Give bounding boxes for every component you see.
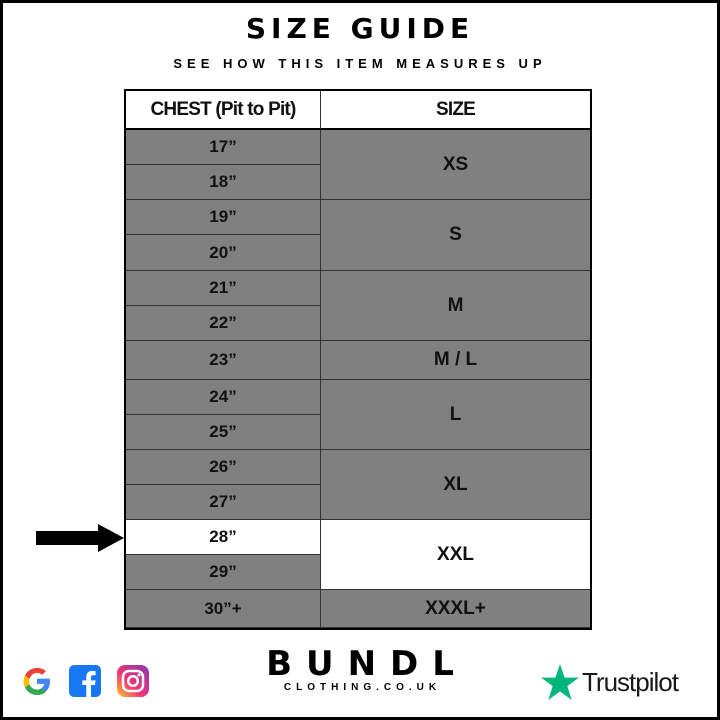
chest-cell: 18” xyxy=(126,165,321,200)
chest-cell: 17” xyxy=(126,130,321,165)
google-icon[interactable] xyxy=(20,664,54,698)
page-subtitle: SEE HOW THIS ITEM MEASURES UP xyxy=(173,56,547,71)
facebook-icon[interactable] xyxy=(68,664,102,698)
size-cell: XL xyxy=(321,450,590,520)
page-title: SIZE GUIDE xyxy=(245,12,475,45)
chest-cell: 21” xyxy=(126,271,321,306)
trustpilot-text: Trustpilot xyxy=(582,666,679,697)
chest-cell: 30”+ xyxy=(126,590,321,628)
brand-logo: BUNDL CLOTHING.CO.UK xyxy=(250,646,470,693)
size-cell: XXXL+ xyxy=(321,590,590,628)
arrow-right-icon xyxy=(36,524,124,552)
size-cell: XS xyxy=(321,130,590,200)
chest-cell: 25” xyxy=(126,415,321,450)
chest-cell: 20” xyxy=(126,235,321,271)
header-chest: CHEST (Pit to Pit) xyxy=(126,91,321,130)
chest-cell: 24” xyxy=(126,380,321,415)
chest-cell: 23” xyxy=(126,341,321,380)
chest-cell: 27” xyxy=(126,485,321,520)
trustpilot-logo[interactable]: Trustpilot xyxy=(541,664,679,700)
chest-cell: 28” xyxy=(126,520,321,555)
size-cell: M xyxy=(321,271,590,341)
size-cell: XXL xyxy=(321,520,590,590)
size-cell: L xyxy=(321,380,590,450)
header-size: SIZE xyxy=(321,91,590,130)
size-cell: M / L xyxy=(321,341,590,380)
brand-url: CLOTHING.CO.UK xyxy=(283,682,442,693)
size-table: CHEST (Pit to Pit) SIZE 17” 18” 19” 20” 21” 2… xyxy=(124,89,592,630)
chest-cell: 22” xyxy=(126,306,321,341)
instagram-icon[interactable] xyxy=(116,664,150,698)
brand-name: BUNDL xyxy=(266,644,468,684)
chest-cell: 19” xyxy=(126,200,321,235)
social-icons xyxy=(20,664,150,698)
size-cell: S xyxy=(321,200,590,271)
chest-cell: 26” xyxy=(126,450,321,485)
chest-cell: 29” xyxy=(126,555,321,590)
star-icon xyxy=(541,664,579,700)
